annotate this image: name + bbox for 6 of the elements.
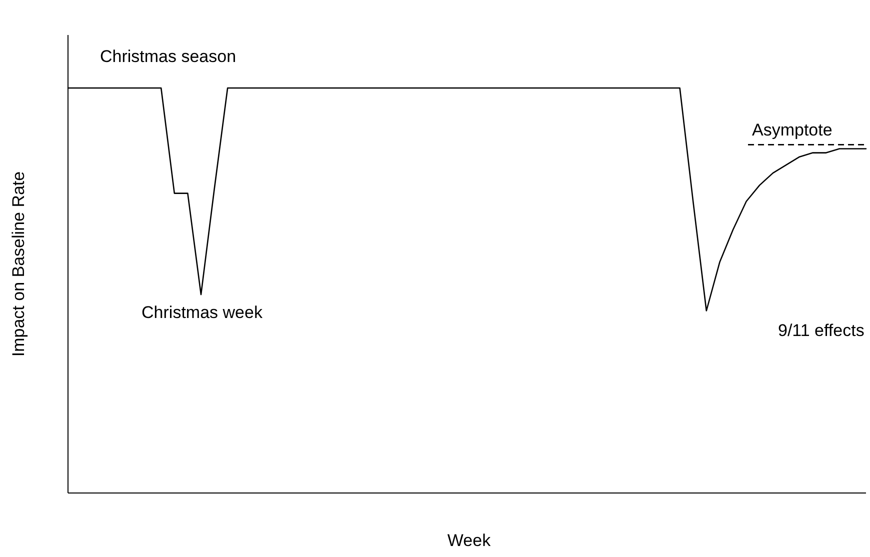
annotation: 9/11 effects: [778, 321, 864, 340]
ref-line-label: Asymptote: [752, 120, 832, 140]
annotation: Christmas week: [142, 303, 263, 322]
x-axis-title: Week: [447, 531, 492, 550]
text: Christmas season: [100, 47, 236, 66]
y-axis-title: Impact on Baseline Rate: [9, 171, 28, 357]
